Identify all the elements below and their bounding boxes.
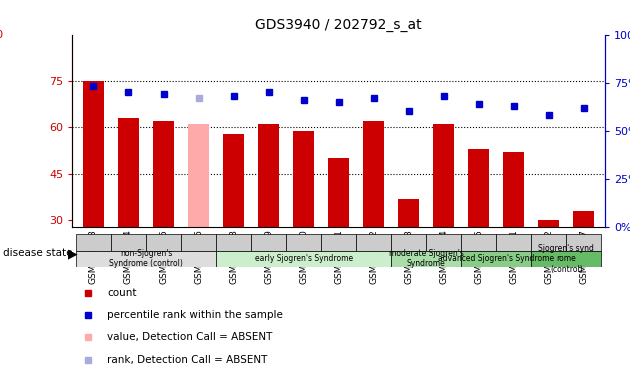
Bar xyxy=(153,121,174,227)
Bar xyxy=(398,199,419,227)
Bar xyxy=(538,220,559,227)
Bar xyxy=(391,234,426,251)
Text: Sjogren's synd
rome
(control): Sjogren's synd rome (control) xyxy=(539,244,594,274)
Bar xyxy=(468,149,490,227)
Text: count: count xyxy=(107,288,137,298)
Text: early Sjogren's Syndrome: early Sjogren's Syndrome xyxy=(255,254,353,263)
Bar xyxy=(83,81,104,227)
Text: 90: 90 xyxy=(0,30,3,40)
Bar xyxy=(461,234,496,251)
Bar xyxy=(328,159,349,227)
Bar xyxy=(461,251,531,267)
Bar xyxy=(566,234,601,251)
Bar xyxy=(216,251,391,267)
Bar xyxy=(223,134,244,227)
Text: advanced Sjogren's Syndrome: advanced Sjogren's Syndrome xyxy=(438,254,554,263)
Bar xyxy=(118,118,139,227)
Bar xyxy=(531,234,566,251)
Bar xyxy=(573,211,594,227)
Bar xyxy=(293,131,314,227)
Bar xyxy=(433,124,454,227)
Bar xyxy=(531,251,601,267)
Bar xyxy=(363,121,384,227)
Text: rank, Detection Call = ABSENT: rank, Detection Call = ABSENT xyxy=(107,354,267,364)
Bar xyxy=(356,234,391,251)
Text: ▶: ▶ xyxy=(68,247,77,260)
Bar xyxy=(146,234,181,251)
Bar xyxy=(321,234,356,251)
Bar xyxy=(188,124,209,227)
Text: percentile rank within the sample: percentile rank within the sample xyxy=(107,310,283,320)
Text: disease state: disease state xyxy=(3,248,72,258)
Bar xyxy=(76,251,216,267)
Bar xyxy=(181,234,216,251)
Bar xyxy=(426,234,461,251)
Bar xyxy=(496,234,531,251)
Bar xyxy=(251,234,286,251)
Bar xyxy=(111,234,146,251)
Bar xyxy=(391,251,461,267)
Bar xyxy=(503,152,524,227)
Text: non-Sjogren's
Syndrome (control): non-Sjogren's Syndrome (control) xyxy=(109,249,183,268)
Bar xyxy=(76,234,111,251)
Text: moderate Sjogren's
Syndrome: moderate Sjogren's Syndrome xyxy=(389,249,464,268)
Bar xyxy=(286,234,321,251)
Text: value, Detection Call = ABSENT: value, Detection Call = ABSENT xyxy=(107,332,272,342)
Title: GDS3940 / 202792_s_at: GDS3940 / 202792_s_at xyxy=(255,18,422,32)
Bar xyxy=(258,124,279,227)
Bar xyxy=(216,234,251,251)
